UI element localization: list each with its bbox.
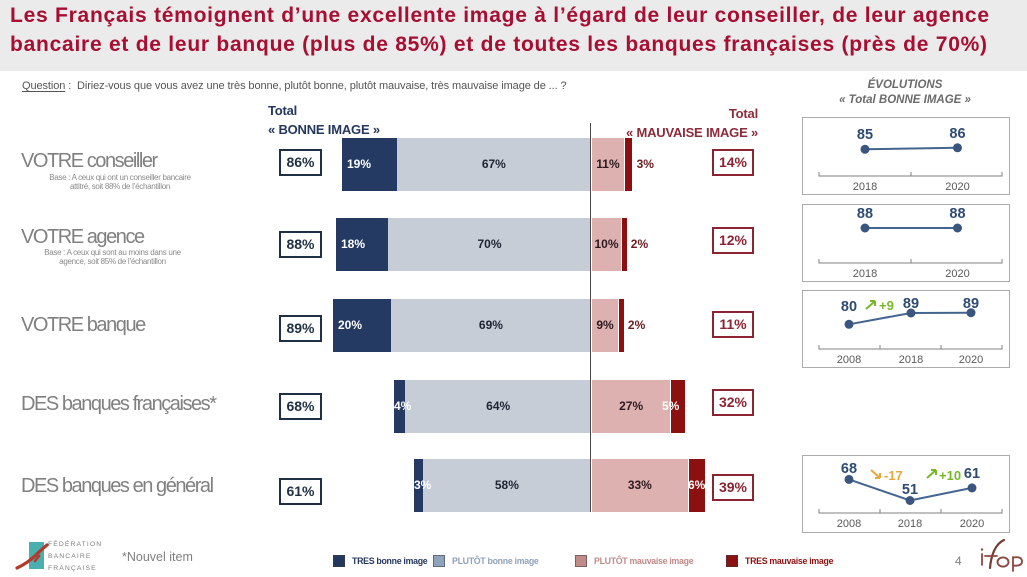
svg-text:80: 80 — [841, 299, 857, 315]
svg-text:61: 61 — [964, 466, 980, 482]
svg-text:86: 86 — [949, 126, 965, 142]
svg-text:88: 88 — [857, 206, 873, 222]
svg-text:85: 85 — [857, 127, 873, 143]
svg-text:2018: 2018 — [853, 181, 877, 193]
svg-text:2020: 2020 — [945, 268, 969, 280]
svg-text:2018: 2018 — [899, 354, 923, 366]
svg-text:2020: 2020 — [960, 518, 984, 530]
svg-text:-17: -17 — [884, 468, 903, 483]
svg-text:+9: +9 — [879, 298, 894, 313]
svg-text:89: 89 — [903, 296, 919, 312]
svg-text:89: 89 — [963, 296, 979, 312]
svg-text:2020: 2020 — [945, 181, 969, 193]
svg-text:FRANÇAISE: FRANÇAISE — [48, 565, 97, 572]
svg-text:2018: 2018 — [853, 268, 877, 280]
svg-text:BANCAIRE: BANCAIRE — [48, 553, 92, 560]
svg-text:FÉDÉRATION: FÉDÉRATION — [48, 539, 102, 548]
svg-text:51: 51 — [902, 482, 918, 498]
svg-text:2018: 2018 — [898, 518, 922, 530]
svg-text:2008: 2008 — [837, 354, 861, 366]
svg-text:+10: +10 — [939, 468, 961, 483]
svg-text:68: 68 — [841, 461, 857, 477]
svg-text:88: 88 — [949, 206, 965, 222]
svg-text:2008: 2008 — [837, 518, 861, 530]
svg-text:2020: 2020 — [959, 354, 983, 366]
